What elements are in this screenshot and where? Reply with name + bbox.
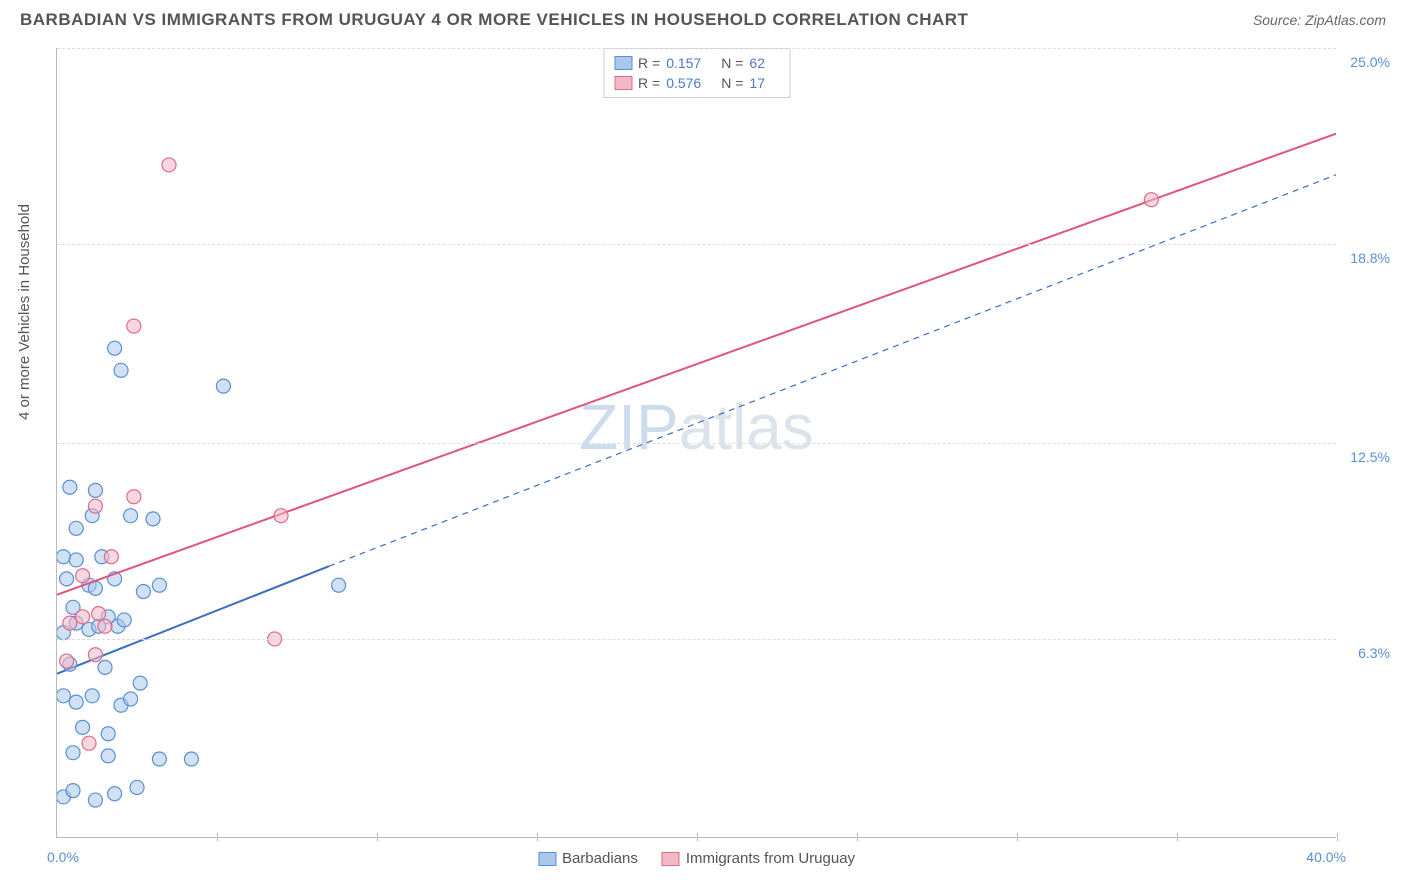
y-tick-label: 18.8% (1350, 250, 1390, 266)
y-axis-label: 4 or more Vehicles in Household (16, 204, 33, 420)
x-axis-max: 40.0% (1306, 849, 1346, 865)
x-tick (697, 833, 698, 841)
x-tick (1337, 833, 1338, 841)
x-tick (857, 833, 858, 841)
x-tick (537, 833, 538, 841)
x-tick (1017, 833, 1018, 841)
gridline (57, 639, 1336, 640)
x-tick (377, 833, 378, 841)
y-tick-label: 25.0% (1350, 54, 1390, 70)
chart-title: BARBADIAN VS IMMIGRANTS FROM URUGUAY 4 O… (20, 10, 968, 30)
x-tick (217, 833, 218, 841)
y-tick-label: 12.5% (1350, 449, 1390, 465)
source-attribution: Source: ZipAtlas.com (1253, 12, 1386, 28)
gridline (57, 443, 1336, 444)
gridline (57, 48, 1336, 49)
legend-uruguay-label: Immigrants from Uruguay (686, 850, 855, 867)
swatch-barbadians-icon (538, 852, 556, 866)
x-axis-min: 0.0% (47, 849, 79, 865)
legend-barbadians-label: Barbadians (562, 850, 638, 867)
swatch-uruguay-icon (662, 852, 680, 866)
y-tick-label: 6.3% (1358, 645, 1390, 661)
gridline (57, 244, 1336, 245)
chart-plot-area: ZIPatlas R = 0.157 N = 62 R = 0.576 N = … (56, 48, 1336, 838)
series-legend: Barbadians Immigrants from Uruguay (538, 850, 855, 867)
x-tick (1177, 833, 1178, 841)
